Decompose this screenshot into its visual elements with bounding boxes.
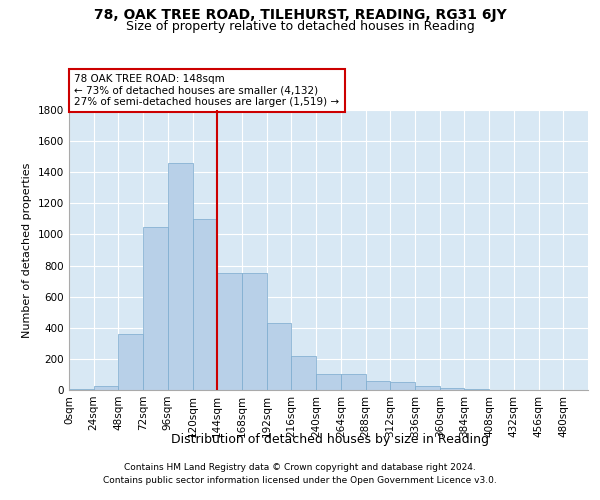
Bar [440, 388, 464, 390]
Bar [464, 389, 489, 390]
Bar [292, 356, 316, 390]
Bar [267, 323, 292, 390]
Bar [193, 219, 217, 390]
Bar [143, 226, 168, 390]
Bar [341, 374, 365, 390]
Bar [168, 163, 193, 390]
Bar [217, 274, 242, 390]
Text: Size of property relative to detached houses in Reading: Size of property relative to detached ho… [125, 20, 475, 33]
Bar [390, 382, 415, 390]
Bar [365, 380, 390, 390]
Text: Contains HM Land Registry data © Crown copyright and database right 2024.: Contains HM Land Registry data © Crown c… [124, 464, 476, 472]
Bar [94, 386, 118, 390]
Text: 78 OAK TREE ROAD: 148sqm
← 73% of detached houses are smaller (4,132)
27% of sem: 78 OAK TREE ROAD: 148sqm ← 73% of detach… [74, 74, 340, 107]
Bar [118, 334, 143, 390]
Bar [316, 374, 341, 390]
Text: Distribution of detached houses by size in Reading: Distribution of detached houses by size … [171, 432, 489, 446]
Y-axis label: Number of detached properties: Number of detached properties [22, 162, 32, 338]
Text: 78, OAK TREE ROAD, TILEHURST, READING, RG31 6JY: 78, OAK TREE ROAD, TILEHURST, READING, R… [94, 8, 506, 22]
Text: Contains public sector information licensed under the Open Government Licence v3: Contains public sector information licen… [103, 476, 497, 485]
Bar [69, 389, 94, 390]
Bar [242, 274, 267, 390]
Bar [415, 386, 440, 390]
